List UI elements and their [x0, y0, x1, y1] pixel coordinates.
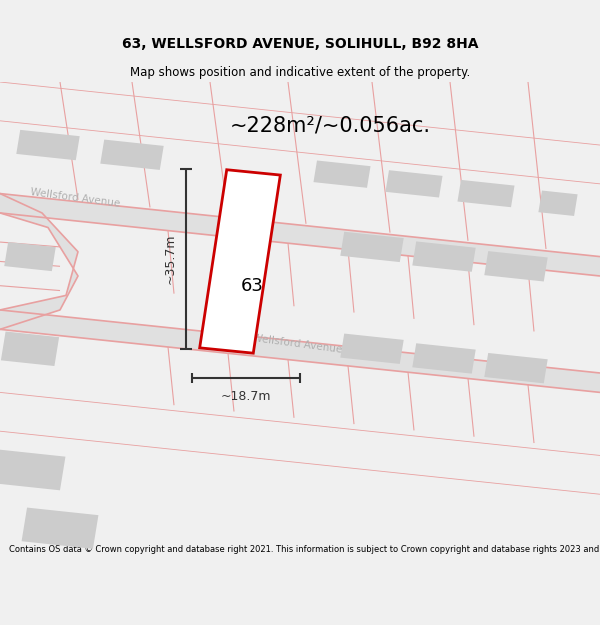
Polygon shape [0, 194, 600, 276]
Polygon shape [412, 343, 476, 374]
Polygon shape [22, 508, 98, 549]
Polygon shape [484, 251, 548, 281]
Polygon shape [200, 170, 280, 353]
Polygon shape [385, 170, 443, 198]
Polygon shape [0, 194, 78, 329]
Text: 63: 63 [241, 277, 263, 295]
Polygon shape [1, 331, 59, 366]
Polygon shape [0, 310, 600, 392]
Text: ~228m²/~0.056ac.: ~228m²/~0.056ac. [229, 116, 431, 136]
Polygon shape [0, 450, 65, 490]
Text: 63, WELLSFORD AVENUE, SOLIHULL, B92 8HA: 63, WELLSFORD AVENUE, SOLIHULL, B92 8HA [122, 37, 478, 51]
Text: ~18.7m: ~18.7m [221, 390, 271, 403]
Polygon shape [538, 191, 578, 216]
Polygon shape [457, 180, 515, 208]
Text: ~35.7m: ~35.7m [164, 234, 177, 284]
Polygon shape [340, 232, 404, 262]
Polygon shape [412, 241, 476, 272]
Polygon shape [16, 130, 80, 160]
Polygon shape [484, 353, 548, 383]
Polygon shape [100, 139, 164, 170]
Text: Map shows position and indicative extent of the property.: Map shows position and indicative extent… [130, 66, 470, 79]
Text: Contains OS data © Crown copyright and database right 2021. This information is : Contains OS data © Crown copyright and d… [9, 546, 600, 554]
Polygon shape [313, 161, 371, 188]
Text: Wellsford Avenue: Wellsford Avenue [252, 333, 343, 355]
Polygon shape [340, 334, 404, 364]
Polygon shape [4, 242, 56, 271]
Text: Wellsford Avenue: Wellsford Avenue [30, 188, 121, 209]
